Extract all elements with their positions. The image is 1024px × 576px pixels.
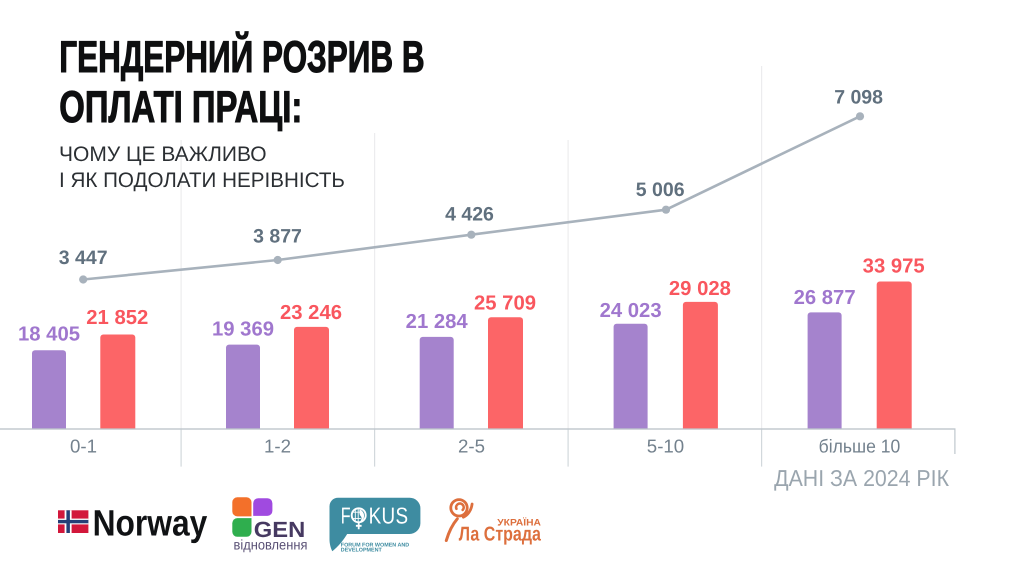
svg-text:DEVELOPMENT: DEVELOPMENT <box>341 548 383 554</box>
svg-text:0-1: 0-1 <box>70 435 97 456</box>
svg-text:ЧОМУ ЦЕ ВАЖЛИВО: ЧОМУ ЦЕ ВАЖЛИВО <box>59 143 267 166</box>
svg-text:21 284: 21 284 <box>406 311 469 333</box>
svg-text:7 098: 7 098 <box>834 87 883 109</box>
svg-text:21 852: 21 852 <box>86 307 148 329</box>
svg-text:23 246: 23 246 <box>280 302 342 324</box>
svg-text:1-2: 1-2 <box>264 435 291 456</box>
svg-text:29 028: 29 028 <box>669 278 731 300</box>
svg-text:26 877: 26 877 <box>794 287 856 309</box>
svg-text:І ЯК ПОДОЛАТИ НЕРІВНІСТЬ: І ЯК ПОДОЛАТИ НЕРІВНІСТЬ <box>59 169 345 192</box>
svg-text:33 975: 33 975 <box>863 256 925 278</box>
svg-text:18 405: 18 405 <box>18 324 80 346</box>
svg-text:Norway: Norway <box>93 503 208 544</box>
svg-text:3 877: 3 877 <box>253 226 302 248</box>
svg-text:Ла Страда: Ла Страда <box>459 524 542 546</box>
svg-text:5 006: 5 006 <box>636 179 685 201</box>
svg-text:більше 10: більше 10 <box>819 435 901 456</box>
svg-text:KUS: KUS <box>369 502 409 528</box>
svg-text:відновлення: відновлення <box>234 537 308 553</box>
svg-text:ГЕНДЕРНИЙ РОЗРИВ В: ГЕНДЕРНИЙ РОЗРИВ В <box>59 31 424 82</box>
svg-text:GEN: GEN <box>254 517 306 542</box>
svg-text:25 709: 25 709 <box>474 293 536 315</box>
svg-text:5-10: 5-10 <box>647 435 684 456</box>
svg-text:УКРАЇНА: УКРАЇНА <box>497 517 541 529</box>
svg-text:F: F <box>341 502 351 528</box>
svg-text:19 369: 19 369 <box>212 318 274 340</box>
svg-text:4 426: 4 426 <box>445 204 494 226</box>
svg-text:2-5: 2-5 <box>458 435 485 456</box>
svg-text:ДАНІ ЗА 2024 РІК: ДАНІ ЗА 2024 РІК <box>774 465 949 491</box>
svg-text:ОПЛАТІ ПРАЦІ:: ОПЛАТІ ПРАЦІ: <box>59 83 302 132</box>
svg-text:FORUM FOR WOMEN AND: FORUM FOR WOMEN AND <box>341 542 409 548</box>
svg-text:24 023: 24 023 <box>600 300 662 322</box>
svg-text:3 447: 3 447 <box>59 247 108 269</box>
